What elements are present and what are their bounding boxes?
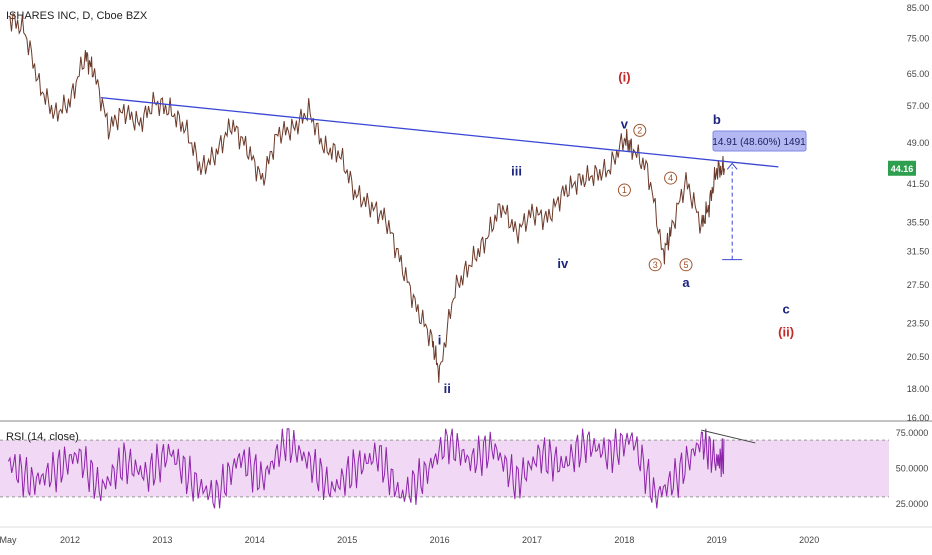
- wave-circle-4: [617, 183, 631, 197]
- wave-circle-5: [664, 171, 678, 185]
- wave-circle-8: [679, 258, 693, 272]
- x-tick-8: 2019: [707, 535, 727, 545]
- wave-label-12: (ii): [778, 324, 794, 339]
- wave-label-5: 4: [668, 173, 673, 183]
- x-tick-0: May: [0, 535, 17, 545]
- price-y-tick-12: 16.00: [907, 413, 930, 423]
- resistance-trendline: [100, 96, 779, 168]
- rsi-pane: RSI (14, close) 75.0000 50.0000 25.0000: [0, 428, 928, 509]
- last-price-tag: [888, 160, 916, 176]
- wave-label-14: ii: [444, 381, 451, 396]
- wave-label-1: v: [621, 117, 629, 132]
- wave-label-0: (i): [618, 70, 630, 85]
- x-tick-9: 2020: [799, 535, 819, 545]
- wave-circle-7: [648, 258, 662, 272]
- rsi-y-tick-1: 50.0000: [896, 464, 929, 474]
- rsi-y-tick-2: 25.0000: [896, 499, 929, 509]
- wave-label-3: iii: [511, 163, 522, 178]
- last-price-value: 44.16: [891, 164, 914, 174]
- wave-label-2: 2: [637, 125, 642, 135]
- x-tick-1: 2012: [60, 535, 80, 545]
- price-y-tick-1: 75.00: [907, 34, 930, 44]
- price-pane: ISHARES INC, D, Cboe BZX 85.00 75.00 65.00 5…: [0, 3, 932, 423]
- rsi-y-tick-0: 75.0000: [896, 428, 929, 438]
- measure-arrow-icon: [726, 162, 738, 170]
- x-tick-2: 2013: [152, 535, 172, 545]
- wave-label-13: i: [438, 332, 442, 347]
- wave-label-8: 5: [683, 260, 688, 270]
- x-tick-3: 2014: [245, 535, 265, 545]
- price-series-line: [8, 12, 725, 383]
- rsi-title: RSI (14, close): [6, 431, 79, 443]
- wave-circle-2: [633, 123, 647, 137]
- price-chart-title: ISHARES INC, D, Cboe BZX: [6, 10, 148, 22]
- wave-label-4: 1: [622, 185, 627, 195]
- price-y-tick-9: 23.50: [907, 319, 930, 329]
- wave-label-7: 3: [653, 260, 658, 270]
- rsi-divergence-line: [701, 429, 756, 444]
- wave-label-10: b: [713, 112, 721, 127]
- x-axis: May 2012 2013 2014 2015 2016 2017 2018 2019 2020: [0, 526, 932, 545]
- price-y-tick-2: 65.00: [907, 69, 930, 79]
- x-tick-6: 2017: [522, 535, 542, 545]
- wave-label-6: iv: [557, 256, 569, 271]
- price-y-tick-8: 27.50: [907, 280, 930, 290]
- x-tick-5: 2016: [430, 535, 450, 545]
- wave-label-11: c: [782, 301, 789, 316]
- price-y-tick-0: 85.00: [907, 3, 930, 13]
- price-y-tick-7: 31.50: [907, 247, 930, 257]
- rsi-series-line: [7, 428, 725, 509]
- price-y-tick-11: 18.00: [907, 384, 930, 394]
- wave-label-9: a: [682, 275, 690, 290]
- price-y-tick-4: 49.00: [907, 138, 930, 148]
- x-tick-7: 2018: [614, 535, 634, 545]
- price-y-tick-5: 41.50: [907, 179, 930, 189]
- measure-label-box: [712, 130, 807, 152]
- price-y-tick-3: 57.00: [907, 101, 930, 111]
- measure-label: 14.91 (48.60%) 1491: [712, 137, 806, 148]
- price-y-tick-10: 20.50: [907, 352, 930, 362]
- price-y-tick-6: 35.50: [907, 217, 930, 227]
- x-tick-4: 2015: [337, 535, 357, 545]
